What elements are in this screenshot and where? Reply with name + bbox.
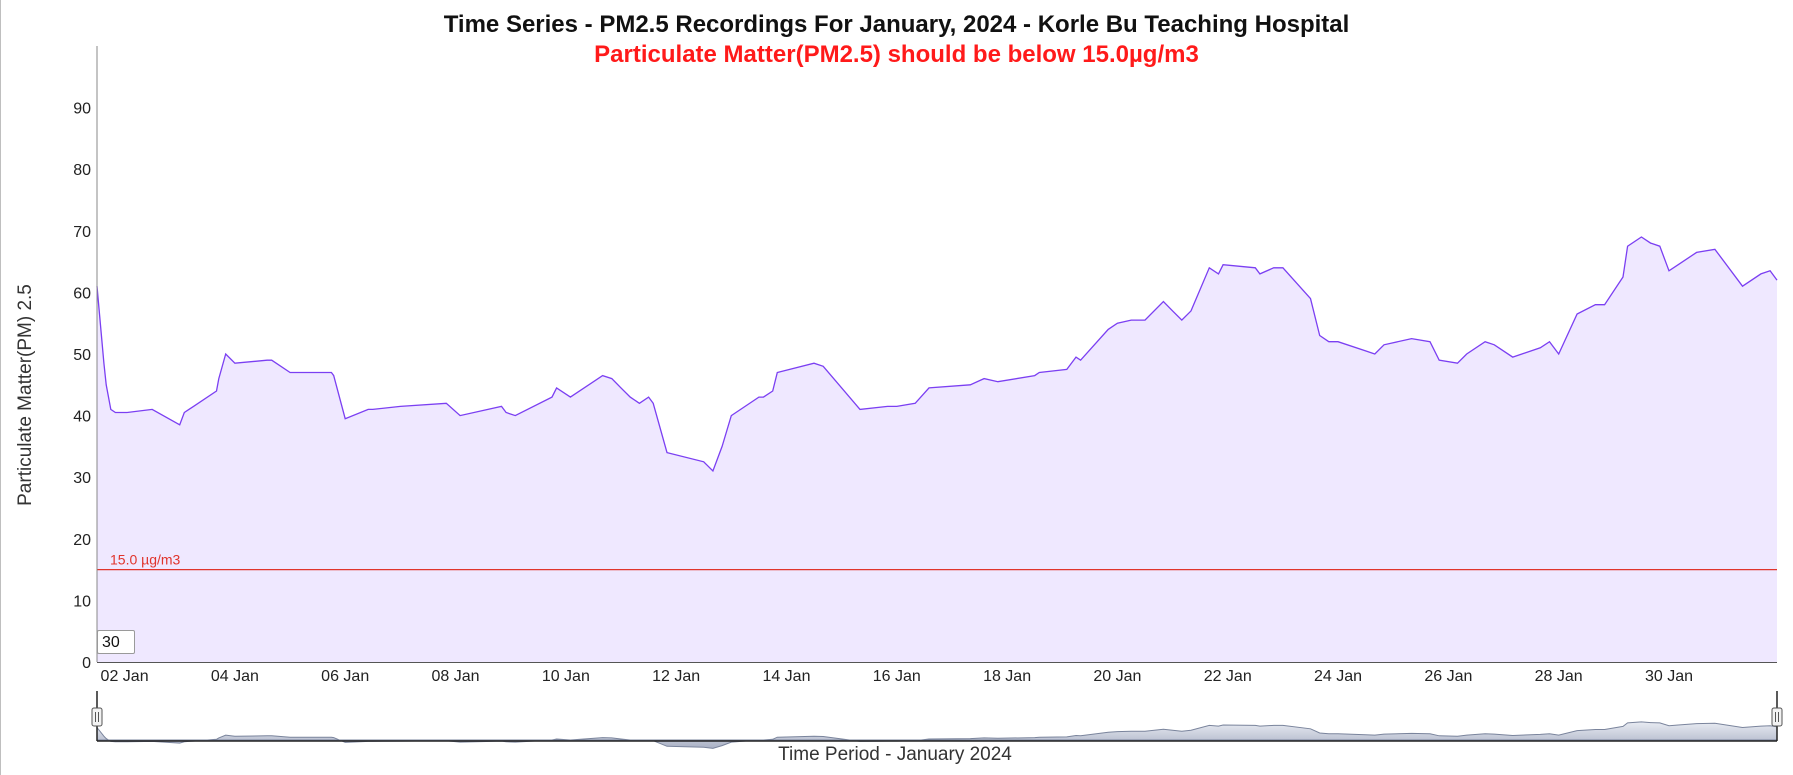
y-axis-ticks: 0 10 20 30 40 50 60 70 80 90 bbox=[73, 101, 91, 672]
x-tick-label: 30 Jan bbox=[1645, 668, 1693, 685]
left-border bbox=[0, 0, 1, 775]
chart-title: Time Series - PM2.5 Recordings For Janua… bbox=[443, 11, 1350, 38]
x-tick-label: 18 Jan bbox=[983, 668, 1031, 685]
x-tick-label: 02 Jan bbox=[101, 668, 149, 685]
range-navigator[interactable] bbox=[91, 691, 1783, 749]
series-line bbox=[96, 236, 1778, 473]
plot-area: 15.0 µg/m3 bbox=[96, 46, 1778, 663]
x-tick-label: 20 Jan bbox=[1093, 668, 1141, 685]
navigator-handle-right[interactable] bbox=[1771, 707, 1783, 727]
y-tick-label: 40 bbox=[73, 409, 91, 426]
y-tick-label: 70 bbox=[73, 224, 91, 241]
x-tick-label: 04 Jan bbox=[211, 668, 259, 685]
y-tick-label: 80 bbox=[73, 162, 91, 179]
x-axis-ticks: 02 Jan 04 Jan 06 Jan 08 Jan 10 Jan 12 Jan 14 J… bbox=[101, 668, 1693, 685]
x-tick-label: 26 Jan bbox=[1424, 668, 1472, 685]
y-tick-label: 0 bbox=[82, 655, 91, 672]
x-tick-label: 10 Jan bbox=[542, 668, 590, 685]
threshold-label: 15.0 µg/m3 bbox=[110, 552, 181, 568]
x-tick-label: 14 Jan bbox=[762, 668, 810, 685]
x-tick-label: 22 Jan bbox=[1204, 668, 1252, 685]
y-tick-label: 30 bbox=[73, 470, 91, 487]
y-axis-title-group: Particulate Matter(PM) 2.5 bbox=[15, 284, 36, 506]
y-tick-label: 60 bbox=[73, 285, 91, 302]
x-tick-label: 12 Jan bbox=[652, 668, 700, 685]
navigator-area bbox=[96, 721, 1778, 749]
y-tick-label: 50 bbox=[73, 347, 91, 364]
series-area bbox=[97, 237, 1777, 662]
x-tick-label: 08 Jan bbox=[431, 668, 479, 685]
x-tick-label: 16 Jan bbox=[873, 668, 921, 685]
y-axis-title: Particulate Matter(PM) 2.5 bbox=[15, 284, 36, 506]
chart-subtitle: Particulate Matter(PM2.5) should be belo… bbox=[594, 41, 1199, 68]
y-tick-label: 90 bbox=[73, 101, 91, 118]
x-tick-label: 06 Jan bbox=[321, 668, 369, 685]
y-tick-label: 10 bbox=[73, 593, 91, 610]
navigator-handle-left[interactable] bbox=[91, 707, 103, 727]
x-tick-label: 28 Jan bbox=[1535, 668, 1583, 685]
y-tick-label: 20 bbox=[73, 532, 91, 549]
zoom-input[interactable]: 30 bbox=[97, 630, 135, 654]
x-tick-label: 24 Jan bbox=[1314, 668, 1362, 685]
x-axis-title: Time Period - January 2024 bbox=[778, 744, 1012, 765]
